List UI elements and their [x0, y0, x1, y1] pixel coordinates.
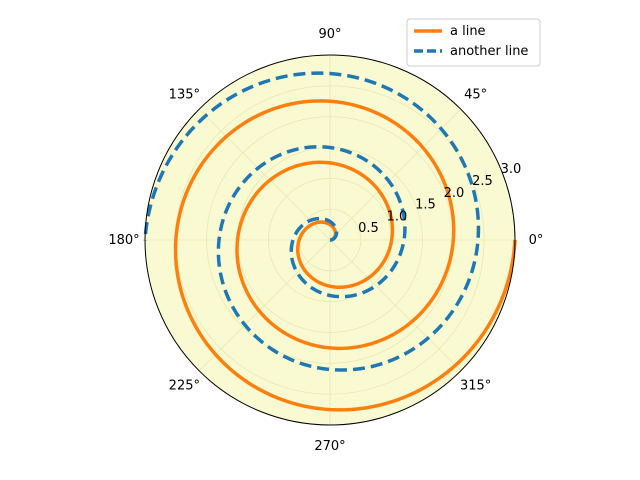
legend-label-a-line: a line	[450, 24, 486, 39]
angular-tick-label-6: 270°	[314, 439, 345, 454]
radial-tick-label-5: 3.0	[501, 162, 522, 177]
series-line-1	[143, 71, 481, 372]
angular-grid-line-3	[198, 108, 331, 241]
radial-tick-label-2: 1.5	[415, 198, 436, 213]
angular-grid-line-5	[198, 239, 331, 372]
radial-tick-label-0: 0.5	[358, 221, 379, 236]
polar-plot-area: 0.5 1.0 1.5 2.0 2.5 3.0 0° 45° 90° 135° 180° 225° 2…	[108, 27, 543, 454]
angular-tick-labels: 0° 45° 90° 135° 180° 225° 270° 315°	[108, 27, 543, 454]
angular-tick-label-1: 45°	[464, 87, 487, 102]
angular-tick-label-0: 0°	[529, 233, 544, 248]
radial-tick-label-3: 2.0	[444, 186, 465, 201]
angular-tick-label-5: 225°	[169, 379, 200, 394]
legend-label-another-line: another line	[450, 44, 528, 59]
plot-frame	[144, 54, 516, 426]
angular-grid-line-7	[329, 239, 462, 372]
radial-tick-labels: 0.5 1.0 1.5 2.0 2.5 3.0	[358, 162, 521, 236]
radial-tick-label-4: 2.5	[472, 174, 493, 189]
angular-tick-label-4: 180°	[108, 233, 139, 248]
angular-tick-label-3: 135°	[169, 87, 200, 102]
series-layer	[143, 71, 517, 412]
radial-tick-label-1: 1.0	[387, 209, 408, 224]
angular-tick-label-7: 315°	[460, 379, 491, 394]
series-line-0	[173, 99, 517, 412]
legend: a line another line	[406, 18, 541, 67]
angular-tick-label-2: 90°	[318, 27, 341, 42]
angular-grid-line-1	[329, 108, 462, 241]
